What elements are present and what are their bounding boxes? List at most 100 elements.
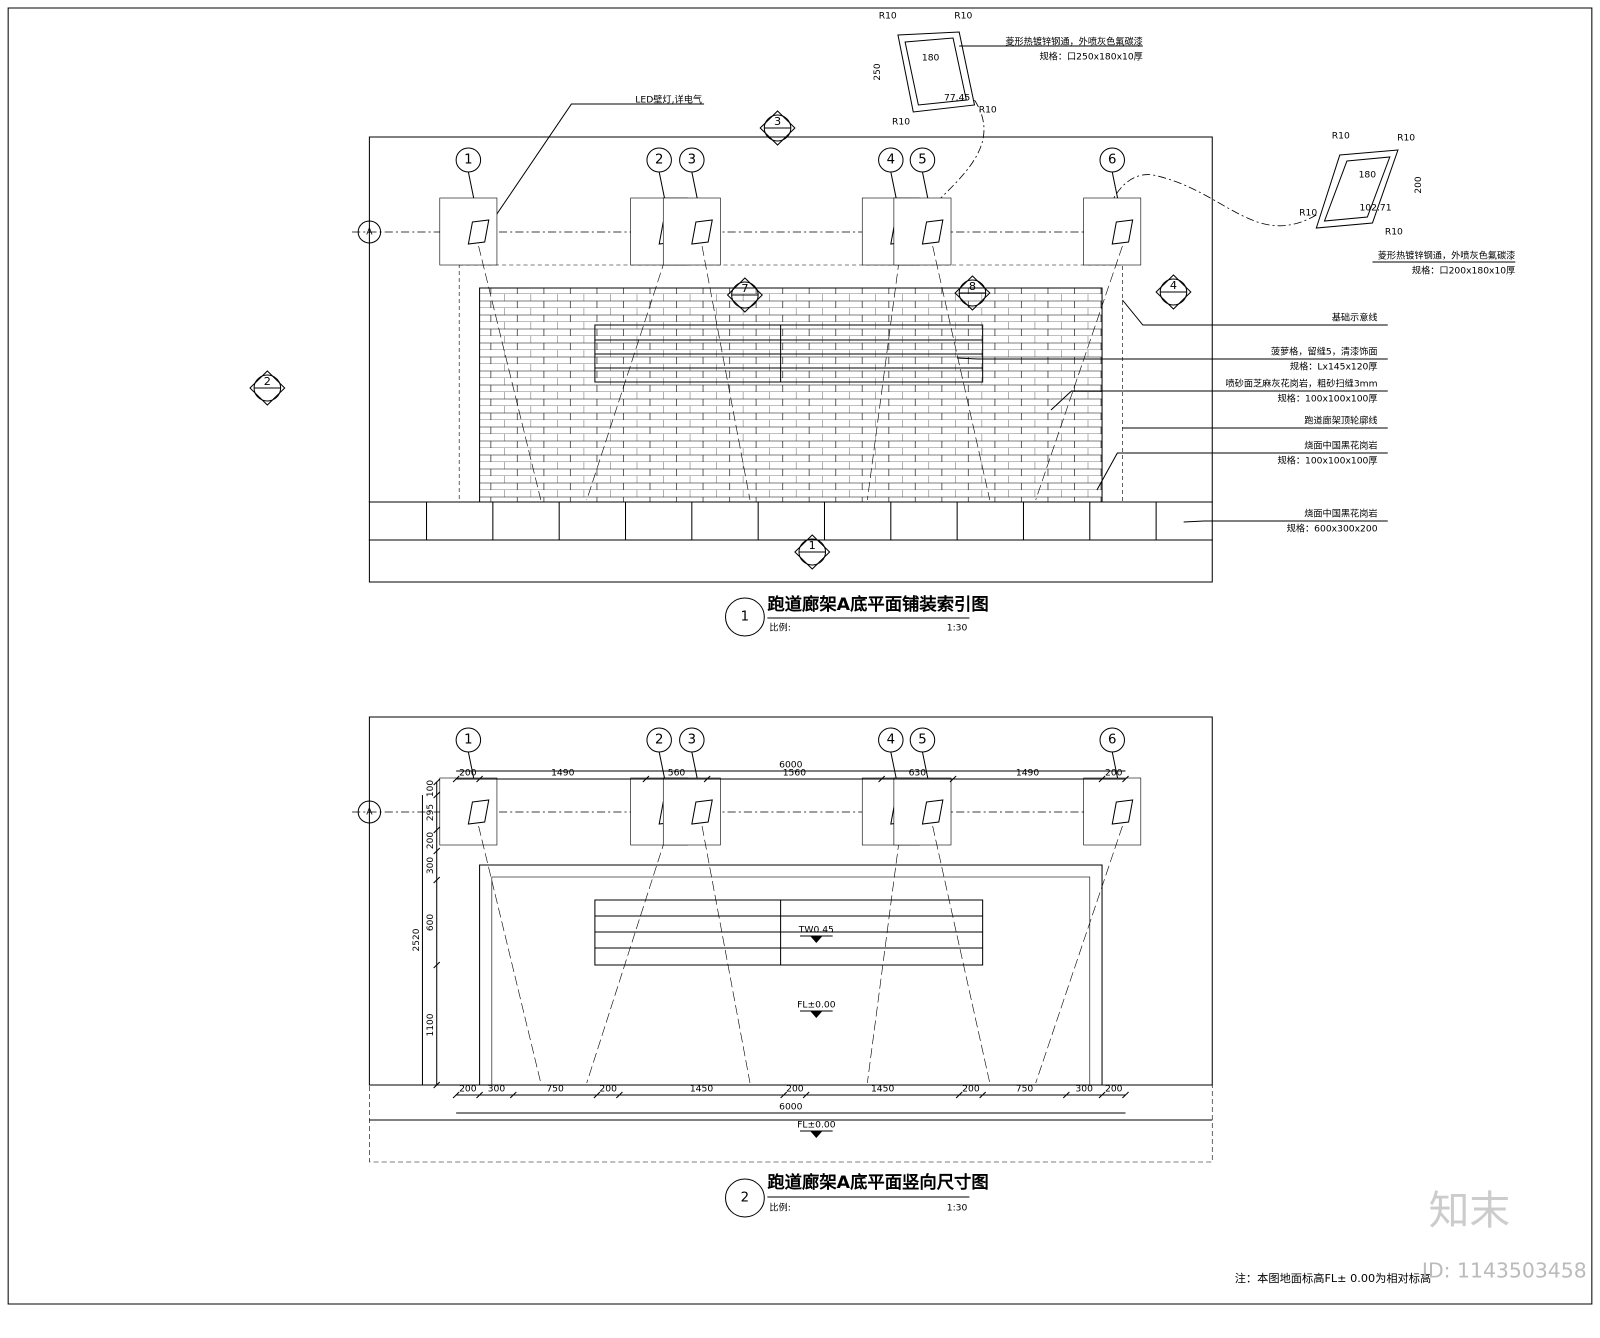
label: 4 (887, 733, 895, 748)
label: 2 (655, 153, 663, 168)
label: 6000 (779, 1103, 803, 1113)
label: 5 (918, 733, 926, 748)
lamp (1111, 219, 1134, 245)
label: FL±0.00 (797, 1121, 836, 1131)
dim-tick (433, 826, 441, 834)
lamp (1111, 799, 1134, 825)
label: 200 (426, 832, 436, 849)
leader (484, 103, 705, 233)
level-mark (810, 936, 823, 943)
label: 750 (546, 1085, 564, 1095)
label: 规格：600x300x200 (1287, 523, 1378, 535)
lamp-box (1083, 777, 1142, 846)
granite-strip (368, 501, 1213, 541)
label: 5 (918, 153, 926, 168)
label: 750 (1016, 1085, 1034, 1095)
light-beam (867, 825, 902, 1084)
bottom-paving (368, 539, 1213, 583)
led-note: LED壁灯,详电气 (635, 94, 702, 106)
label: 4 (1170, 279, 1177, 292)
dim-tick (642, 775, 650, 783)
dim-tick (615, 1091, 623, 1099)
detail-b-tube (1315, 149, 1399, 229)
brand: 知末 (1429, 1186, 1511, 1234)
dim-tick (949, 775, 957, 783)
label: 烧面中国黑花岗岩 (1304, 440, 1377, 452)
label: R10 (1385, 228, 1403, 238)
label: 295 (426, 804, 436, 821)
label: 3 (774, 115, 781, 128)
drawing-number: 1 (741, 610, 749, 625)
label: 菠萝格，留缝5，清漆饰面 (1271, 346, 1378, 358)
label: 1450 (690, 1085, 714, 1095)
detail-note: 菱形热镀锌钢通，外喷灰色氟碳漆 (1378, 250, 1516, 262)
label: 200 (1105, 1085, 1123, 1095)
label: 100 (426, 780, 436, 797)
note: 注：本图地面标高FL± 0.00为相对标高 (1235, 1271, 1432, 1285)
lamp-box (439, 777, 498, 846)
section-arrow (759, 110, 796, 146)
axis-bubble (357, 800, 382, 824)
scale-label: 比例: (769, 1202, 790, 1214)
label: 200 (962, 1085, 980, 1095)
label: 3 (688, 733, 696, 748)
light-beam (701, 245, 751, 501)
label: 6 (1108, 153, 1116, 168)
label: 6000 (779, 761, 803, 771)
detail-note: 菱形热镀锌钢通，外喷灰色氟碳漆 (1005, 36, 1143, 48)
label: 300 (426, 857, 436, 874)
leader (1122, 299, 1388, 326)
drawing-title: 跑道廊架A底平面铺装索引图 (767, 594, 988, 615)
lamp (467, 219, 490, 245)
label: 560 (668, 769, 686, 779)
detail-a-leader (938, 99, 985, 201)
dim-tick (476, 1091, 484, 1099)
label: 77.45 (944, 94, 970, 104)
ground (369, 1084, 1213, 1163)
dim-tick (1122, 1091, 1129, 1099)
label: R10 (892, 118, 910, 128)
leader (1096, 452, 1388, 491)
label: 跑道廊架顶轮廓线 (1304, 415, 1377, 427)
level-mark (810, 1011, 823, 1018)
label: 1 (464, 733, 472, 748)
light-beam (586, 825, 670, 1084)
title-circle (725, 1178, 765, 1218)
detail-spec: 规格：口250x180x10厚 (1039, 51, 1142, 63)
lamp-box (893, 197, 952, 266)
dim-tick (433, 778, 441, 786)
light-beam (701, 825, 751, 1084)
label: 1 (809, 539, 816, 552)
label: 630 (909, 769, 927, 779)
label: 2520 (412, 928, 422, 951)
dim-tick (802, 1091, 810, 1099)
dim-tick (433, 791, 441, 799)
label: 200 (1105, 769, 1123, 779)
dim-tick (433, 961, 441, 969)
dim-tick (433, 876, 441, 884)
label: R10 (1332, 132, 1350, 142)
label: 规格：100x100x100厚 (1278, 455, 1378, 467)
section-arrow (794, 534, 831, 570)
lamp (921, 799, 944, 825)
label: 300 (488, 1085, 506, 1095)
dim-tick (452, 1091, 460, 1099)
dim-tick (593, 1091, 601, 1099)
dim-tick (780, 1091, 788, 1099)
label: 180 (1359, 171, 1377, 181)
label: 200 (786, 1085, 804, 1095)
label: 180 (922, 54, 940, 64)
label: 7 (741, 282, 748, 295)
light-beam (932, 245, 991, 501)
dim-tick (509, 1091, 517, 1099)
dim-tick (476, 775, 484, 783)
dim-tick (1062, 1091, 1070, 1099)
leader (1050, 390, 1388, 411)
detail-a-inner (904, 37, 967, 106)
scale: 1:30 (947, 624, 968, 634)
axis-bubble (357, 220, 382, 244)
light-beam (1035, 245, 1123, 501)
dim-tick (703, 775, 711, 783)
dim-tick (979, 1091, 987, 1099)
